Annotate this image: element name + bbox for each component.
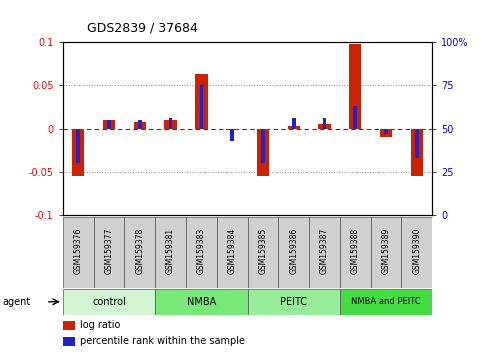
Text: control: control [92,297,126,307]
Bar [292,118,296,129]
Bar [155,217,186,288]
Text: GSM159378: GSM159378 [135,228,144,274]
Bar [261,129,265,163]
Text: GDS2839 / 37684: GDS2839 / 37684 [87,22,198,35]
Bar [63,337,74,346]
Text: log ratio: log ratio [80,320,121,330]
Bar [349,44,361,129]
Bar [380,129,392,137]
Bar [257,129,269,176]
Text: percentile rank within the sample: percentile rank within the sample [80,336,245,346]
Bar [226,129,238,130]
Text: GSM159377: GSM159377 [104,228,114,274]
Bar [323,118,327,129]
Text: GSM159385: GSM159385 [258,228,268,274]
Text: agent: agent [2,297,30,307]
Bar [401,217,432,288]
Bar [384,129,388,134]
Bar [247,217,278,288]
Bar [318,124,331,129]
Bar [94,217,125,288]
Bar [247,289,340,315]
Bar [63,217,94,288]
Bar [309,217,340,288]
Bar [155,289,248,315]
Text: GSM159381: GSM159381 [166,228,175,274]
Text: GSM159386: GSM159386 [289,228,298,274]
Text: GSM159384: GSM159384 [227,228,237,274]
Bar [134,121,146,129]
Bar [217,217,247,288]
Bar [371,217,401,288]
Bar [107,120,111,129]
Bar [72,129,85,176]
Text: NMBA and PEITC: NMBA and PEITC [351,297,421,306]
Text: GSM159388: GSM159388 [351,228,360,274]
Text: GSM159390: GSM159390 [412,228,421,274]
Bar [287,126,300,129]
Bar [103,120,115,129]
Text: GSM159383: GSM159383 [197,228,206,274]
Bar [340,289,432,315]
Bar [63,289,155,315]
Bar [199,85,203,129]
Text: GSM159389: GSM159389 [382,228,391,274]
Text: GSM159376: GSM159376 [74,228,83,274]
Bar [411,129,423,176]
Bar [230,129,234,141]
Bar [278,217,309,288]
Text: NMBA: NMBA [187,297,216,307]
Bar [186,217,217,288]
Bar [125,217,155,288]
Bar [195,74,208,129]
Text: PEITC: PEITC [280,297,307,307]
Bar [415,129,419,158]
Bar [164,120,177,129]
Bar [76,129,80,163]
Bar [138,120,142,129]
Text: GSM159387: GSM159387 [320,228,329,274]
Bar [63,321,74,330]
Bar [169,118,172,129]
Bar [340,217,371,288]
Bar [354,106,357,129]
